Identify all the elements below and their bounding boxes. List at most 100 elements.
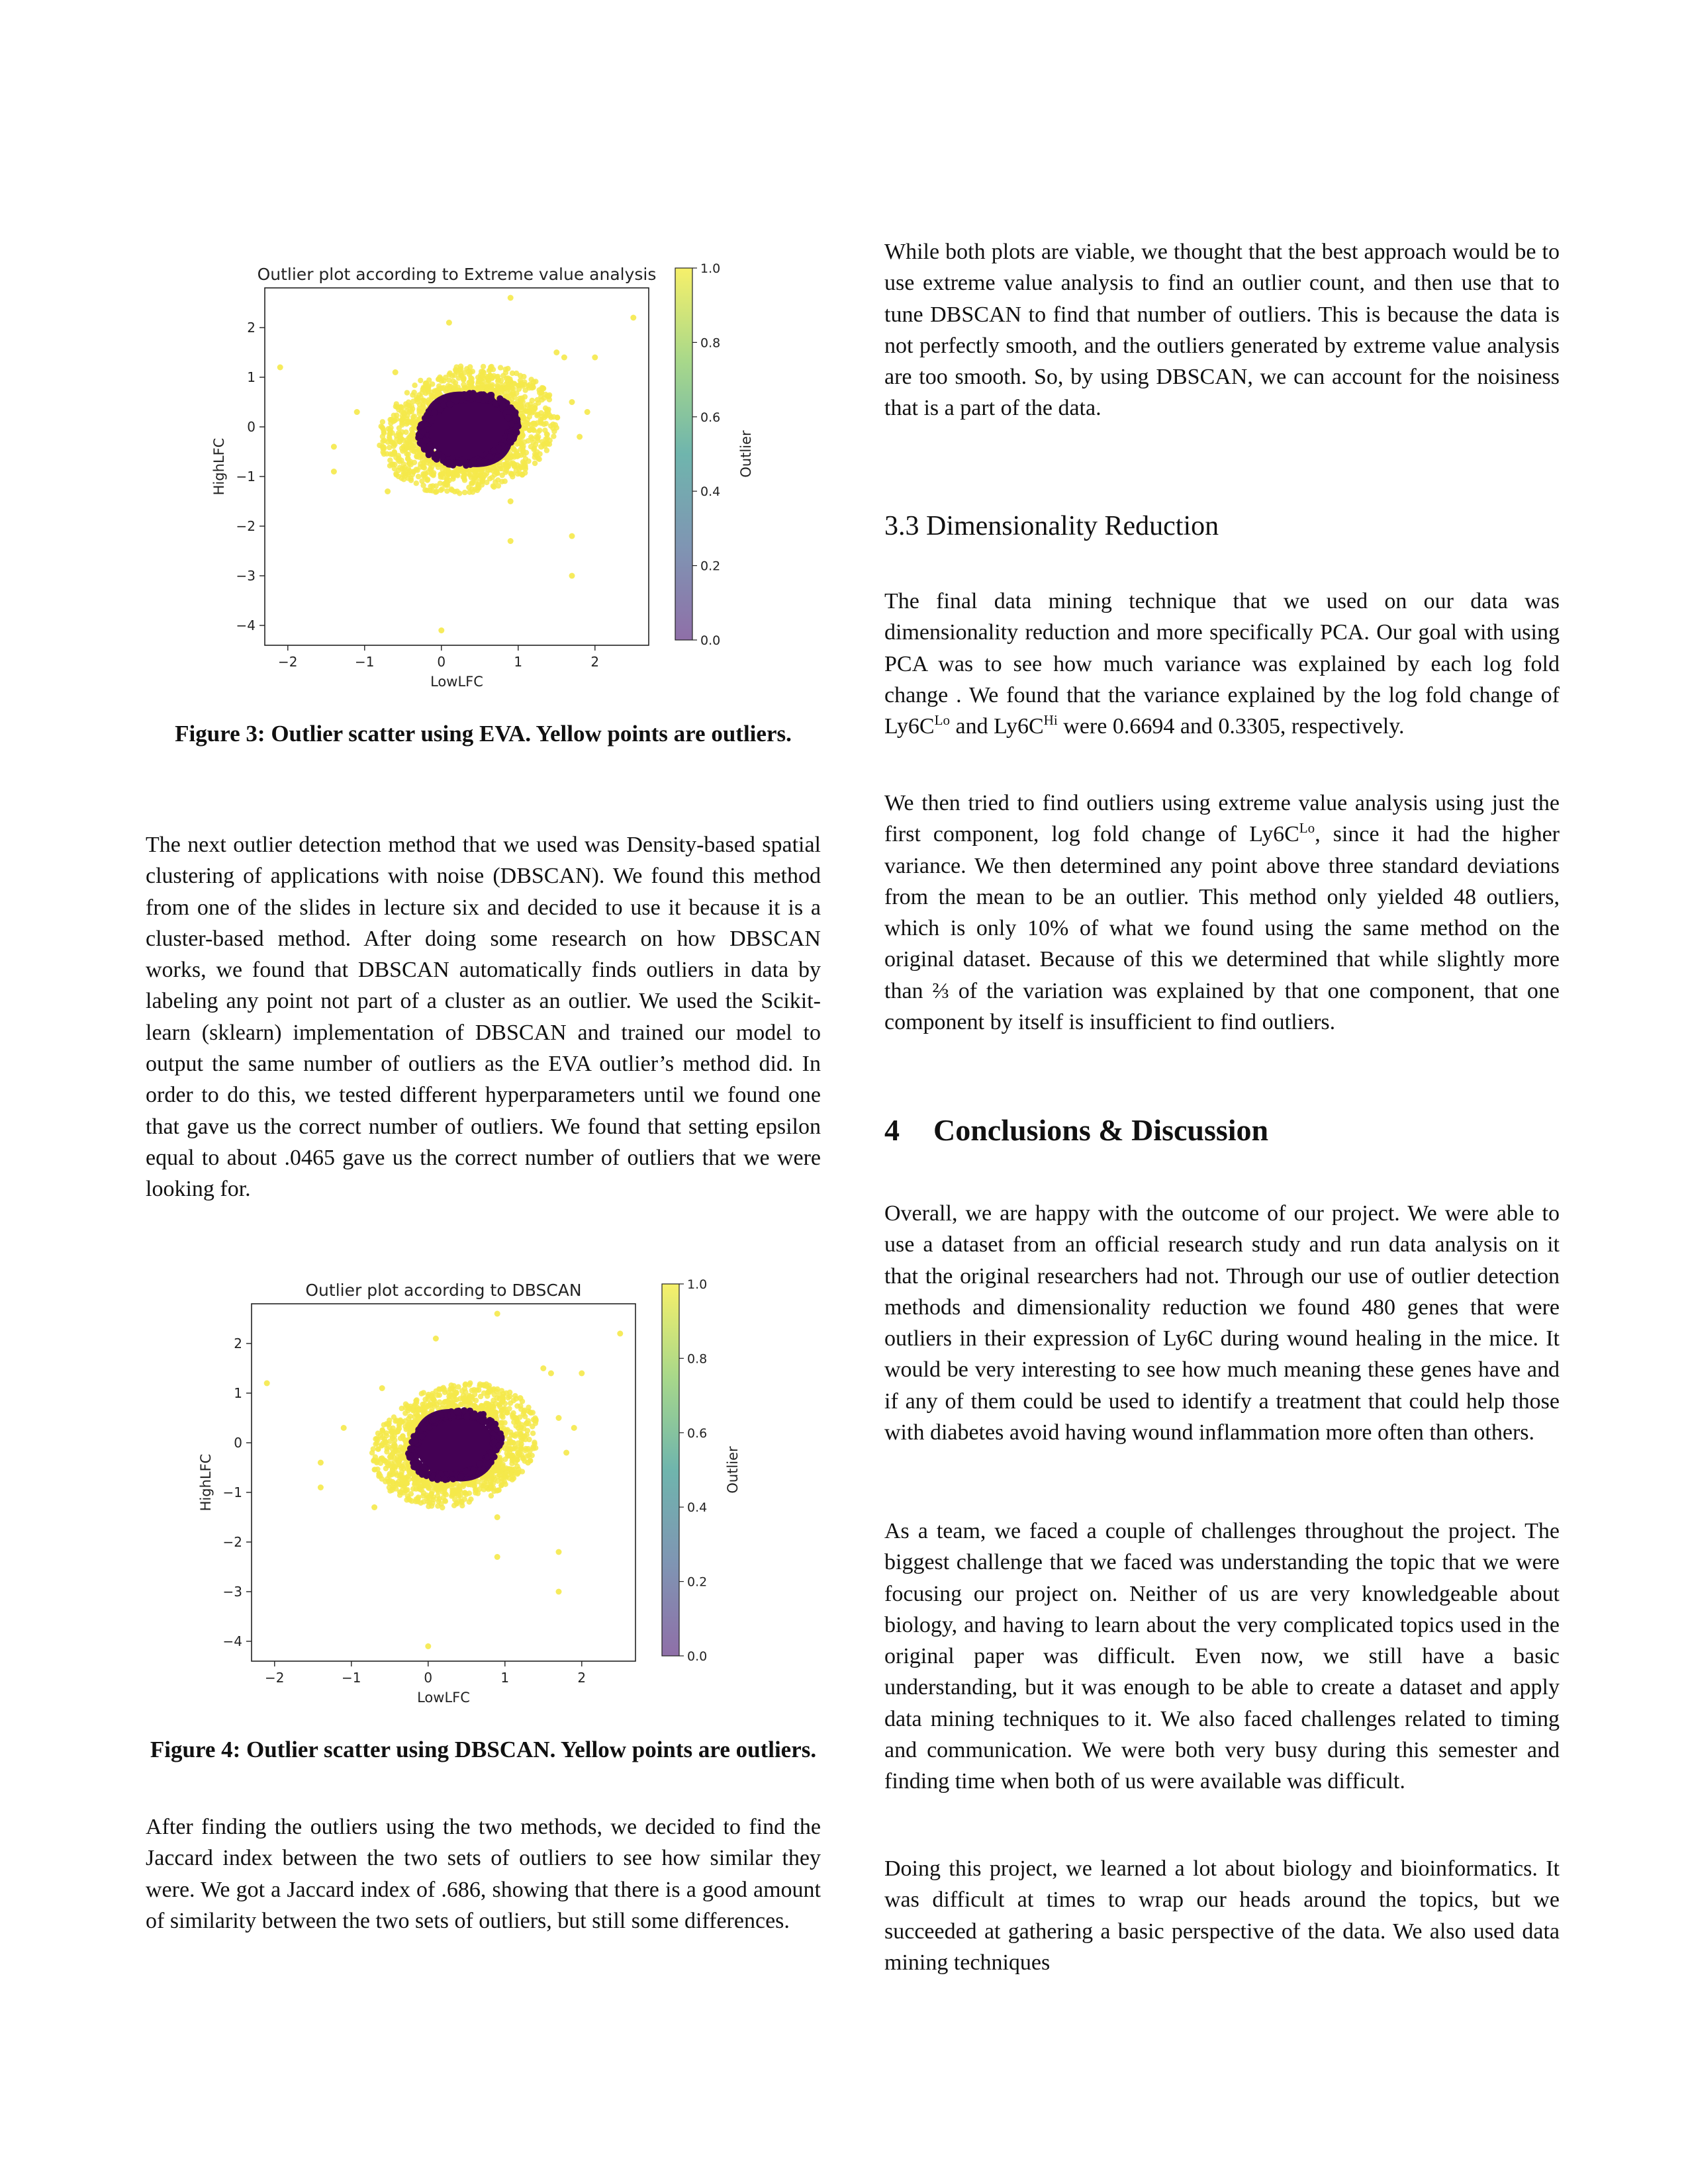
outlier-point — [385, 488, 391, 494]
colorbar-tick-label: 0.0 — [687, 1649, 707, 1664]
section-title: Conclusions & Discussion — [933, 1113, 1269, 1147]
y-tick-label: 1 — [234, 1385, 242, 1401]
y-tick-label: −4 — [223, 1633, 242, 1649]
outlier-point — [517, 1395, 524, 1401]
outlier-point — [555, 1415, 562, 1421]
colorbar-tick-label: 0.2 — [700, 559, 720, 574]
outlier-point — [317, 1459, 324, 1466]
outlier-point — [494, 1310, 500, 1317]
right-paragraph-5: As a team, we faced a couple of challeng… — [884, 1519, 1560, 1794]
right-paragraph-1: While both plots are viable, we thought … — [884, 240, 1560, 421]
outlier-point — [571, 1425, 577, 1431]
colorbar-tick-label: 0.8 — [700, 336, 720, 350]
outlier-point — [547, 1370, 554, 1377]
outlier-point — [630, 314, 637, 321]
y-tick-label: 2 — [234, 1336, 242, 1351]
x-tick-label: −2 — [278, 654, 297, 670]
outlier-point — [379, 1385, 385, 1391]
plot-area: −2 −1 0 1 2 2 1 0 −1 −2 −3 −4 — [223, 1303, 636, 1686]
outlier-point — [538, 443, 545, 450]
left-paragraph-1: The next outlier detection method that w… — [146, 833, 821, 1202]
section-heading-4: 4 Conclusions & Discussion — [884, 1112, 1268, 1149]
figure-4-chart: Outlier plot according to DBSCAN −2 −1 0 1 2 2… — [198, 1277, 741, 1706]
outlier-point — [563, 1449, 570, 1456]
outlier-point — [617, 1330, 624, 1337]
colorbar — [661, 1283, 680, 1657]
outlier-point — [569, 399, 575, 405]
x-tick-label: 2 — [577, 1670, 586, 1686]
outlier-point — [530, 379, 537, 385]
y-axis-label: HighLFC — [198, 1454, 214, 1512]
outlier-point — [353, 409, 360, 415]
outlier-point — [317, 1484, 324, 1490]
outlier-point — [507, 295, 514, 301]
outlier-point — [584, 409, 590, 415]
outlier-point — [579, 1370, 585, 1377]
x-tick-label: 2 — [590, 654, 599, 670]
colorbar-tick-label: 0.8 — [687, 1351, 707, 1366]
colorbar-tick-label: 0.6 — [700, 410, 720, 425]
outlier-point — [432, 1336, 439, 1342]
figure-3-chart: Outlier plot according to Extreme value … — [211, 261, 754, 690]
colorbar-tick-label: 0.0 — [700, 633, 720, 648]
outlier-point — [540, 1365, 547, 1371]
outlier-point — [569, 533, 575, 539]
outlier-point — [371, 1504, 378, 1510]
chart-title: Outlier plot according to DBSCAN — [305, 1281, 581, 1300]
x-tick-label: 0 — [437, 654, 445, 670]
y-tick-label: −3 — [223, 1584, 242, 1600]
y-tick-label: −2 — [223, 1534, 242, 1550]
plot-frame — [251, 1303, 636, 1662]
chart-title: Outlier plot according to Extreme value … — [258, 265, 657, 284]
outlier-point — [592, 354, 598, 361]
x-axis-label: LowLFC — [430, 674, 483, 690]
inlier-core — [424, 391, 513, 467]
figure-3-caption: Figure 3: Outlier scatter using EVA. Yel… — [175, 721, 792, 747]
plot-area: −2 −1 0 1 2 2 1 0 −1 −2 −3 −4 — [236, 287, 649, 670]
figure-4: Outlier plot according to DBSCAN −2 −1 0 1 2 2… — [185, 1277, 755, 1727]
left-paragraph-2: After finding the outliers using the two… — [146, 1815, 821, 1933]
x-tick-label: −2 — [265, 1670, 284, 1686]
section-number: 4 — [884, 1113, 900, 1147]
y-axis-label: HighLFC — [211, 438, 227, 496]
outlier-point — [263, 1380, 270, 1387]
outlier-point — [330, 469, 337, 475]
outlier-point — [555, 1549, 562, 1555]
figure-3: Outlier plot according to Extreme value … — [199, 261, 768, 711]
y-tick-label: 1 — [247, 369, 256, 385]
plot-frame — [264, 287, 649, 646]
right-paragraph-2: The final data mining technique that we … — [884, 589, 1560, 739]
x-axis-label: LowLFC — [417, 1690, 470, 1706]
outlier-point — [494, 1554, 500, 1560]
outlier-point — [507, 498, 514, 504]
y-tick-label: −4 — [236, 617, 256, 633]
colorbar-label: Outlier — [725, 1446, 741, 1494]
outlier-point — [425, 1643, 432, 1649]
x-tick-label: 0 — [424, 1670, 432, 1686]
colorbar-tick-label: 0.2 — [687, 1575, 707, 1590]
y-tick-label: −3 — [236, 568, 256, 584]
outlier-point — [561, 354, 567, 361]
x-tick-label: −1 — [355, 654, 374, 670]
y-tick-label: 0 — [234, 1435, 242, 1451]
outlier-point — [555, 1588, 562, 1595]
colorbar-tick-label: 0.4 — [687, 1500, 707, 1515]
outlier-point — [577, 433, 583, 440]
x-tick-label: −1 — [342, 1670, 361, 1686]
y-tick-label: 0 — [247, 419, 256, 435]
outlier-point — [569, 572, 575, 579]
outlier-point — [553, 349, 560, 355]
x-tick-label: 1 — [500, 1670, 509, 1686]
outlier-point — [507, 538, 514, 544]
right-paragraph-6: Doing this project, we learned a lot abo… — [884, 1856, 1560, 1975]
outlier-point — [438, 627, 445, 633]
right-paragraph-3: We then tried to find outliers using ext… — [884, 791, 1560, 1035]
outlier-point — [330, 443, 337, 450]
outlier-point — [340, 1425, 347, 1431]
colorbar — [675, 267, 693, 641]
colorbar-tick-label: 0.6 — [687, 1426, 707, 1441]
colorbar-tick-label: 1.0 — [687, 1277, 707, 1292]
section-heading-3-3: 3.3 Dimensionality Reduction — [884, 511, 1219, 541]
right-paragraph-4: Overall, we are happy with the outcome o… — [884, 1201, 1560, 1445]
points-layer — [263, 1310, 624, 1649]
